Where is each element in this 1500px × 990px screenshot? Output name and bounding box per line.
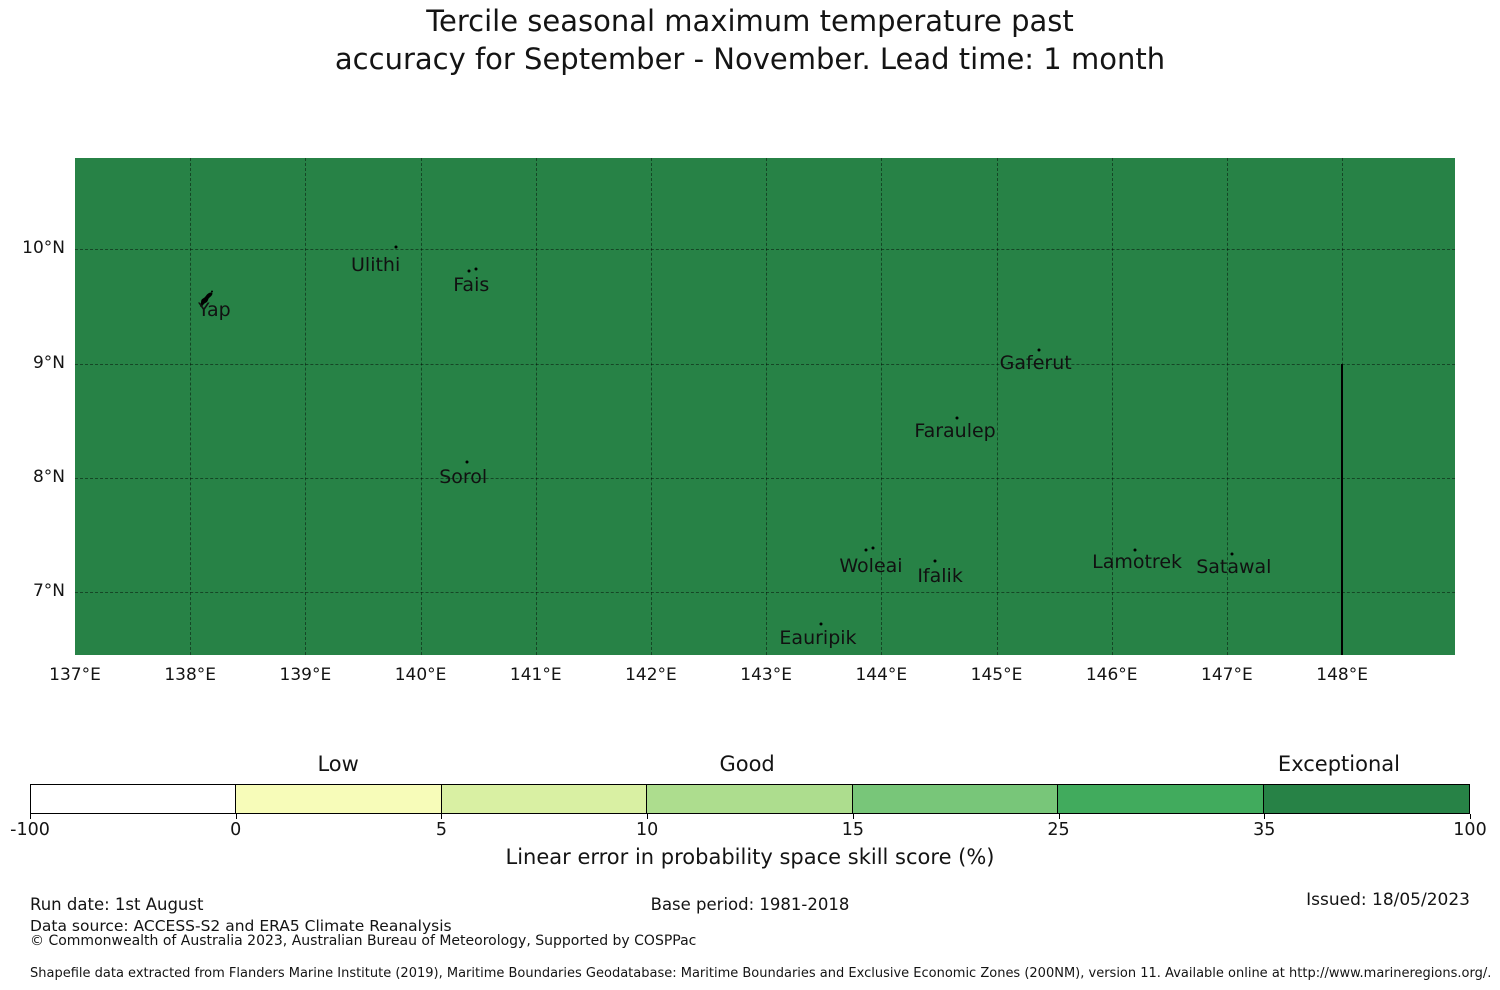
map-gridline-vertical	[996, 158, 998, 655]
skill-score-map: 10°N 9°N 8°N 7°N 137°E 138°E 139°E 140°E 141°E 14…	[22, 158, 1455, 685]
island-label: Ulithi	[351, 254, 401, 277]
x-axis-tick-label: 137°E	[49, 665, 101, 685]
island-label: Satawal	[1196, 556, 1272, 579]
colorbar-tick-label: -100	[10, 820, 50, 840]
colorbar-tick-label: 100	[1453, 820, 1487, 840]
colorbar-segment	[236, 785, 442, 813]
island-marker-dot	[1230, 552, 1234, 556]
island-outline-yap	[197, 290, 217, 312]
island-marker-dot	[871, 546, 875, 550]
island-marker-dot	[394, 245, 398, 249]
island-marker-dot	[933, 559, 937, 563]
colorbar-segment	[1058, 785, 1264, 813]
map-gridline-vertical	[190, 158, 192, 655]
issued-date-text: Issued: 18/05/2023	[1306, 890, 1470, 910]
eez-boundary-line	[1341, 363, 1344, 655]
colorbar-tick-label: 35	[1253, 820, 1276, 840]
x-axis-tick-label: 146°E	[1085, 665, 1138, 685]
colorbar-segment	[1263, 785, 1469, 813]
title-line-1: Tercile seasonal maximum temperature pas…	[426, 4, 1074, 38]
colorbar-segment	[647, 785, 853, 813]
island-label: Lamotrek	[1092, 551, 1183, 574]
y-axis-tick-label: 9°N	[32, 352, 65, 373]
colorbar-tick-mark	[235, 814, 237, 819]
x-axis-tick-label: 139°E	[279, 665, 332, 685]
copyright-text: © Commonwealth of Australia 2023, Austra…	[30, 933, 697, 949]
y-axis-tick-label: 8°N	[32, 466, 65, 487]
x-axis-tick-label: 140°E	[394, 665, 447, 685]
colorbar-tick-label: 5	[435, 820, 447, 840]
data-source-text: Data source: ACCESS-S2 and ERA5 Climate …	[30, 917, 452, 935]
colorbar-tick-mark	[1470, 814, 1471, 819]
island-marker-dot	[955, 416, 959, 420]
colorbar-tick-mark	[1058, 814, 1060, 819]
island-marker-dot	[1037, 348, 1041, 352]
map-gridline-horizontal	[75, 249, 1455, 251]
island-label: Sorol	[439, 465, 488, 488]
map-gridline-horizontal	[75, 592, 1455, 594]
colorbar-tick-label: 0	[230, 820, 242, 840]
island-label: Faraulep	[914, 420, 996, 443]
x-axis-tick-label: 145°E	[970, 665, 1023, 685]
colorbar-tick-mark	[1264, 814, 1266, 819]
colorbar-tick-mark	[30, 814, 31, 819]
colorbar-category-label: Low	[317, 752, 359, 776]
colorbar-category-label: Exceptional	[1277, 752, 1400, 776]
title-line-2: accuracy for September - November. Lead …	[334, 42, 1166, 76]
map-gridline-vertical	[650, 158, 652, 655]
island-label: Fais	[453, 273, 490, 296]
island-marker-dot	[864, 548, 868, 552]
x-axis-tick-label: 138°E	[164, 665, 217, 685]
x-axis-tick-label: 144°E	[855, 665, 908, 685]
colorbar-tick-label: 25	[1047, 820, 1070, 840]
colorbar-category-label: Good	[719, 752, 775, 776]
island-marker-dot	[1133, 548, 1137, 552]
colorbar-segment	[441, 785, 648, 813]
colorbar-axis-label: Linear error in probability space skill …	[505, 845, 995, 869]
map-gridline-vertical	[1111, 158, 1113, 655]
colorbar-tick-mark	[852, 814, 854, 819]
base-period-text: Base period: 1981-2018	[650, 895, 850, 914]
island-label: Yap	[198, 298, 231, 321]
x-axis-tick-label: 141°E	[509, 665, 562, 685]
map-gridline-vertical	[881, 158, 883, 655]
map-gridline-vertical	[305, 158, 307, 655]
y-axis-tick-label: 10°N	[22, 238, 65, 259]
island-label: Gaferut	[999, 351, 1072, 374]
colorbar-segment	[31, 785, 237, 813]
colorbar-tick-mark	[441, 814, 443, 819]
x-axis-tick-label: 147°E	[1201, 665, 1253, 685]
y-axis-tick-label: 7°N	[32, 581, 65, 602]
shapefile-note-text: Shapefile data extracted from Flanders M…	[30, 966, 1492, 981]
map-gridline-vertical	[420, 158, 422, 655]
x-axis-tick-label: 143°E	[740, 665, 792, 685]
island-label: Eauripik	[779, 626, 857, 649]
map-gridline-horizontal	[75, 363, 1455, 365]
map-gridline-vertical	[766, 158, 768, 655]
island-label: Woleai	[839, 554, 903, 577]
x-axis-tick-label: 148°E	[1316, 665, 1368, 685]
x-axis-tick-label: 142°E	[625, 665, 677, 685]
colorbar-tick-label: 10	[636, 820, 659, 840]
colorbar-segment	[852, 785, 1059, 813]
island-marker-dot	[474, 267, 478, 271]
island-marker-dot	[467, 269, 471, 273]
colorbar-scale	[30, 784, 1470, 814]
island-label: Ifalik	[917, 565, 963, 588]
map-gridline-horizontal	[75, 477, 1455, 479]
colorbar-tick-label: 15	[841, 820, 864, 840]
island-marker-dot	[819, 622, 823, 626]
colorbar-tick-mark	[647, 814, 649, 819]
island-marker-dot	[465, 460, 469, 464]
page-title: Tercile seasonal maximum temperature pas…	[0, 2, 1500, 78]
map-gridline-vertical	[535, 158, 537, 655]
run-date-text: Run date: 1st August	[30, 895, 204, 914]
map-gridline-vertical	[1226, 158, 1228, 655]
